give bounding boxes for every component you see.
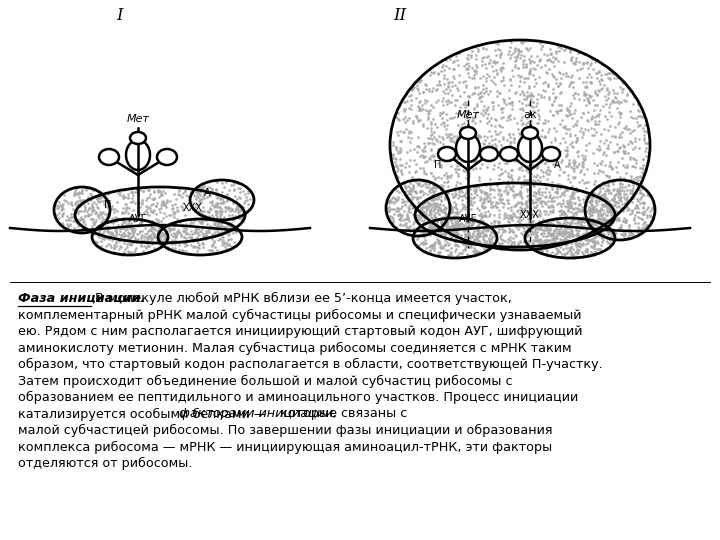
Text: П: П [104, 200, 112, 210]
Text: АУГ: АУГ [129, 214, 148, 224]
Text: факторами инициации,: факторами инициации, [179, 408, 337, 421]
Ellipse shape [542, 147, 560, 161]
Text: ХХХ: ХХХ [520, 210, 540, 220]
Text: комплекса рибосома — мРНК — инициирующая аминоацил-тРНК, эти факторы: комплекса рибосома — мРНК — инициирующая… [18, 441, 552, 454]
Text: Мет: Мет [127, 114, 150, 124]
Text: В молекуле любой мРНК вблизи ее 5’-конца имеется участок,: В молекуле любой мРНК вблизи ее 5’-конца… [91, 292, 512, 305]
Text: отделяются от рибосомы.: отделяются от рибосомы. [18, 457, 192, 470]
Text: II: II [393, 7, 407, 24]
Ellipse shape [126, 140, 150, 170]
Text: ею. Рядом с ним располагается инициирующий стартовый кодон АУГ, шифрующий: ею. Рядом с ним располагается инициирующ… [18, 325, 582, 338]
Ellipse shape [157, 149, 177, 165]
Text: ХХХ: ХХХ [183, 203, 203, 213]
Ellipse shape [130, 132, 146, 144]
Text: ак: ак [523, 110, 537, 120]
Text: Затем происходит объединение большой и малой субчастиц рибосомы с: Затем происходит объединение большой и м… [18, 375, 513, 388]
Text: катализируется особыми белками —: катализируется особыми белками — [18, 408, 271, 421]
Ellipse shape [438, 147, 456, 161]
Text: П: П [434, 160, 441, 170]
Text: образом, что стартовый кодон располагается в области, соответствующей П-участку.: образом, что стартовый кодон располагает… [18, 358, 603, 371]
Text: которые связаны с: которые связаны с [276, 408, 408, 421]
Ellipse shape [522, 127, 538, 139]
Ellipse shape [500, 147, 518, 161]
Text: А: А [554, 160, 560, 170]
Ellipse shape [456, 134, 480, 162]
Text: аминокислоту метионин. Малая субчастица рибосомы соединяется с мРНК таким: аминокислоту метионин. Малая субчастица … [18, 341, 572, 355]
Text: комплементарный рРНК малой субчастицы рибосомы и специфически узнаваемый: комплементарный рРНК малой субчастицы ри… [18, 308, 582, 322]
Ellipse shape [480, 147, 498, 161]
Text: образованием ее пептидильного и аминоацильного участков. Процесс инициации: образованием ее пептидильного и аминоаци… [18, 391, 578, 404]
Text: малой субчастицей рибосомы. По завершении фазы инициации и образования: малой субчастицей рибосомы. По завершени… [18, 424, 552, 437]
Text: Фаза инициации.: Фаза инициации. [18, 292, 145, 305]
Text: Мет: Мет [456, 110, 480, 120]
Ellipse shape [518, 134, 542, 162]
Text: АУГ: АУГ [459, 214, 477, 224]
Ellipse shape [99, 149, 119, 165]
Text: I: I [117, 7, 123, 24]
Ellipse shape [460, 127, 476, 139]
Text: А: А [204, 188, 210, 198]
